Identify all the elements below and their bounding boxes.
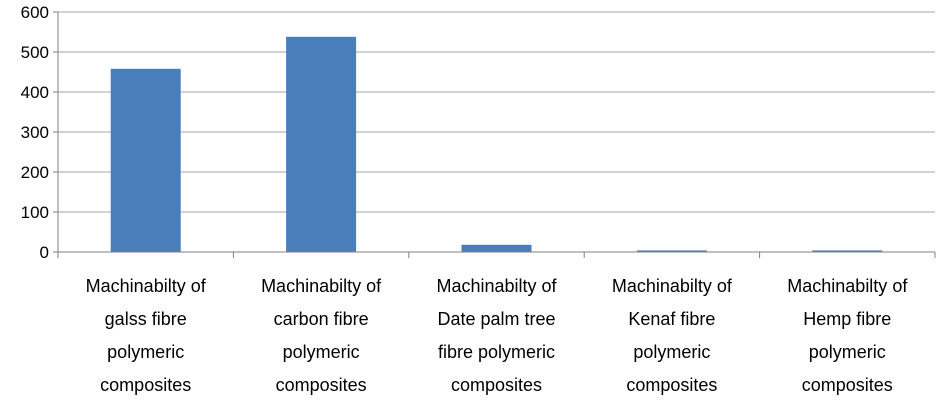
bar <box>110 68 181 252</box>
category-label-line: polymeric <box>107 342 184 362</box>
category-label-line: composites <box>276 375 367 395</box>
category-label-line: Date palm tree <box>437 309 555 329</box>
y-tick-label: 100 <box>21 203 49 222</box>
category-label-line: Machinabilty of <box>86 276 207 296</box>
category-label-line: carbon fibre <box>274 309 369 329</box>
y-tick-label: 300 <box>21 123 49 142</box>
bar <box>636 250 707 252</box>
category-label-line: Machinabilty of <box>261 276 382 296</box>
category-label: Machinabilty of carbon fibre polymeric comp… <box>261 276 382 395</box>
y-tick-labels: 0 100 200 300 400 500 600 <box>21 3 49 262</box>
y-tick-label: 500 <box>21 43 49 62</box>
y-tick-label: 200 <box>21 163 49 182</box>
category-label-line: composites <box>802 375 893 395</box>
category-label-line: composites <box>626 375 717 395</box>
category-label-line: galss fibre <box>105 309 187 329</box>
category-label-line: Hemp fibre <box>803 309 891 329</box>
bar <box>286 36 357 252</box>
category-label: Machinabilty of Hemp fibre polymeric compos… <box>787 276 908 395</box>
category-label-line: Kenaf fibre <box>628 309 715 329</box>
category-label-line: Machinabilty of <box>787 276 908 296</box>
bars <box>110 36 883 252</box>
category-label-line: fibre polymeric <box>438 342 555 362</box>
category-label: Machinabilty of Kenaf fibre polymeric compo… <box>612 276 733 395</box>
y-tick-label: 400 <box>21 83 49 102</box>
y-tick-label: 600 <box>21 3 49 22</box>
axes <box>53 11 936 258</box>
category-label-line: polymeric <box>283 342 360 362</box>
category-label-line: composites <box>451 375 542 395</box>
category-label: Machinabilty of Date palm tree fibre polym… <box>436 276 557 395</box>
category-label-line: Machinabilty of <box>436 276 557 296</box>
bar <box>461 244 532 252</box>
category-label-line: Machinabilty of <box>612 276 733 296</box>
gridlines <box>58 11 935 213</box>
category-label-line: polymeric <box>809 342 886 362</box>
category-label: Machinabilty of galss fibre polymeric compo… <box>86 276 207 395</box>
bar <box>812 250 883 252</box>
x-category-labels: Machinabilty of galss fibre polymeric compo… <box>86 276 909 395</box>
category-label-line: composites <box>100 375 191 395</box>
category-label-line: polymeric <box>633 342 710 362</box>
y-tick-label: 0 <box>40 243 49 262</box>
